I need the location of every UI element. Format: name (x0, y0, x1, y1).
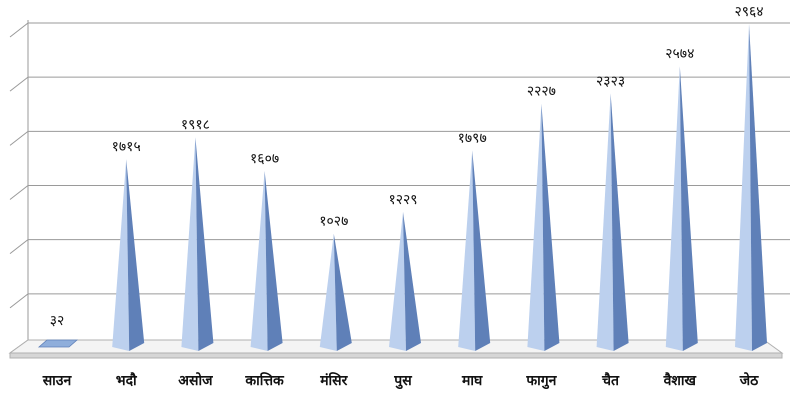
category-label: माघ (461, 373, 483, 389)
bar-face-flat (37, 339, 79, 348)
value-label: ३२ (50, 313, 65, 329)
bar-face-right (749, 23, 767, 352)
bar-face-right (333, 233, 352, 351)
value-label: २३२३ (596, 73, 625, 89)
value-label: १७१५ (112, 139, 141, 155)
bar (735, 23, 767, 352)
value-label: २५७४ (665, 46, 694, 62)
category-labels: साउन भदौ असोज कात्तिक मंसिर पुस माघ फागुन चैत वैश… (42, 372, 759, 390)
category-label: कात्तिक (244, 372, 285, 389)
gridline (9, 22, 790, 38)
value-label: १०२७ (319, 214, 348, 230)
category-label: वैशाख (663, 372, 697, 389)
category-label: मंसिर (319, 372, 348, 389)
category-label: फागुन (525, 373, 557, 390)
category-label: असोज (178, 372, 213, 389)
bar (458, 150, 491, 351)
bar-face-left (596, 93, 614, 351)
bar-face-left (250, 170, 268, 351)
bars (37, 23, 767, 352)
bar-face-left (319, 233, 337, 351)
bar (112, 159, 145, 351)
value-labels: ३२ १७१५ १९१८ १६०७ १०२७ १२२९ १७९७ २२२७ २३२३ २५७४ २९… (50, 4, 764, 329)
value-label: १९१८ (181, 117, 210, 133)
bar-face-right (541, 103, 560, 351)
value-label: १६०७ (250, 151, 279, 167)
bar (250, 170, 283, 351)
floor-front (9, 352, 783, 359)
bar (665, 66, 698, 352)
value-label: २२२७ (527, 84, 556, 100)
category-label: भदौ (116, 372, 138, 389)
y-axis-wall (9, 20, 29, 354)
bar (181, 137, 214, 351)
value-label: १२२९ (388, 192, 417, 208)
bar-face-right (195, 137, 214, 351)
bar-face-left (527, 103, 545, 351)
bar-face-left (735, 23, 752, 352)
bar (389, 211, 421, 351)
bar-face-left (181, 137, 199, 351)
bar (37, 339, 79, 348)
bar (527, 103, 560, 351)
category-label: पुस (393, 373, 412, 390)
bar-face-right (610, 93, 629, 351)
bar-face-left (458, 150, 476, 351)
bar-face-left (665, 66, 683, 352)
bar-face-right (472, 150, 491, 351)
value-label: २९६४ (734, 4, 763, 20)
category-label: चैत (601, 372, 620, 389)
bar-face-right (403, 211, 421, 351)
category-label: जेठ (739, 372, 759, 389)
gridline (9, 76, 790, 92)
bar (319, 233, 352, 351)
value-label: १७९७ (458, 130, 487, 146)
category-label: साउन (42, 373, 73, 389)
bar-face-left (112, 159, 130, 351)
bar-face-right (264, 170, 283, 351)
bar-face-right (679, 66, 698, 352)
bar (596, 93, 629, 351)
bar-face-right (126, 159, 145, 351)
bar-face-left (389, 211, 406, 351)
